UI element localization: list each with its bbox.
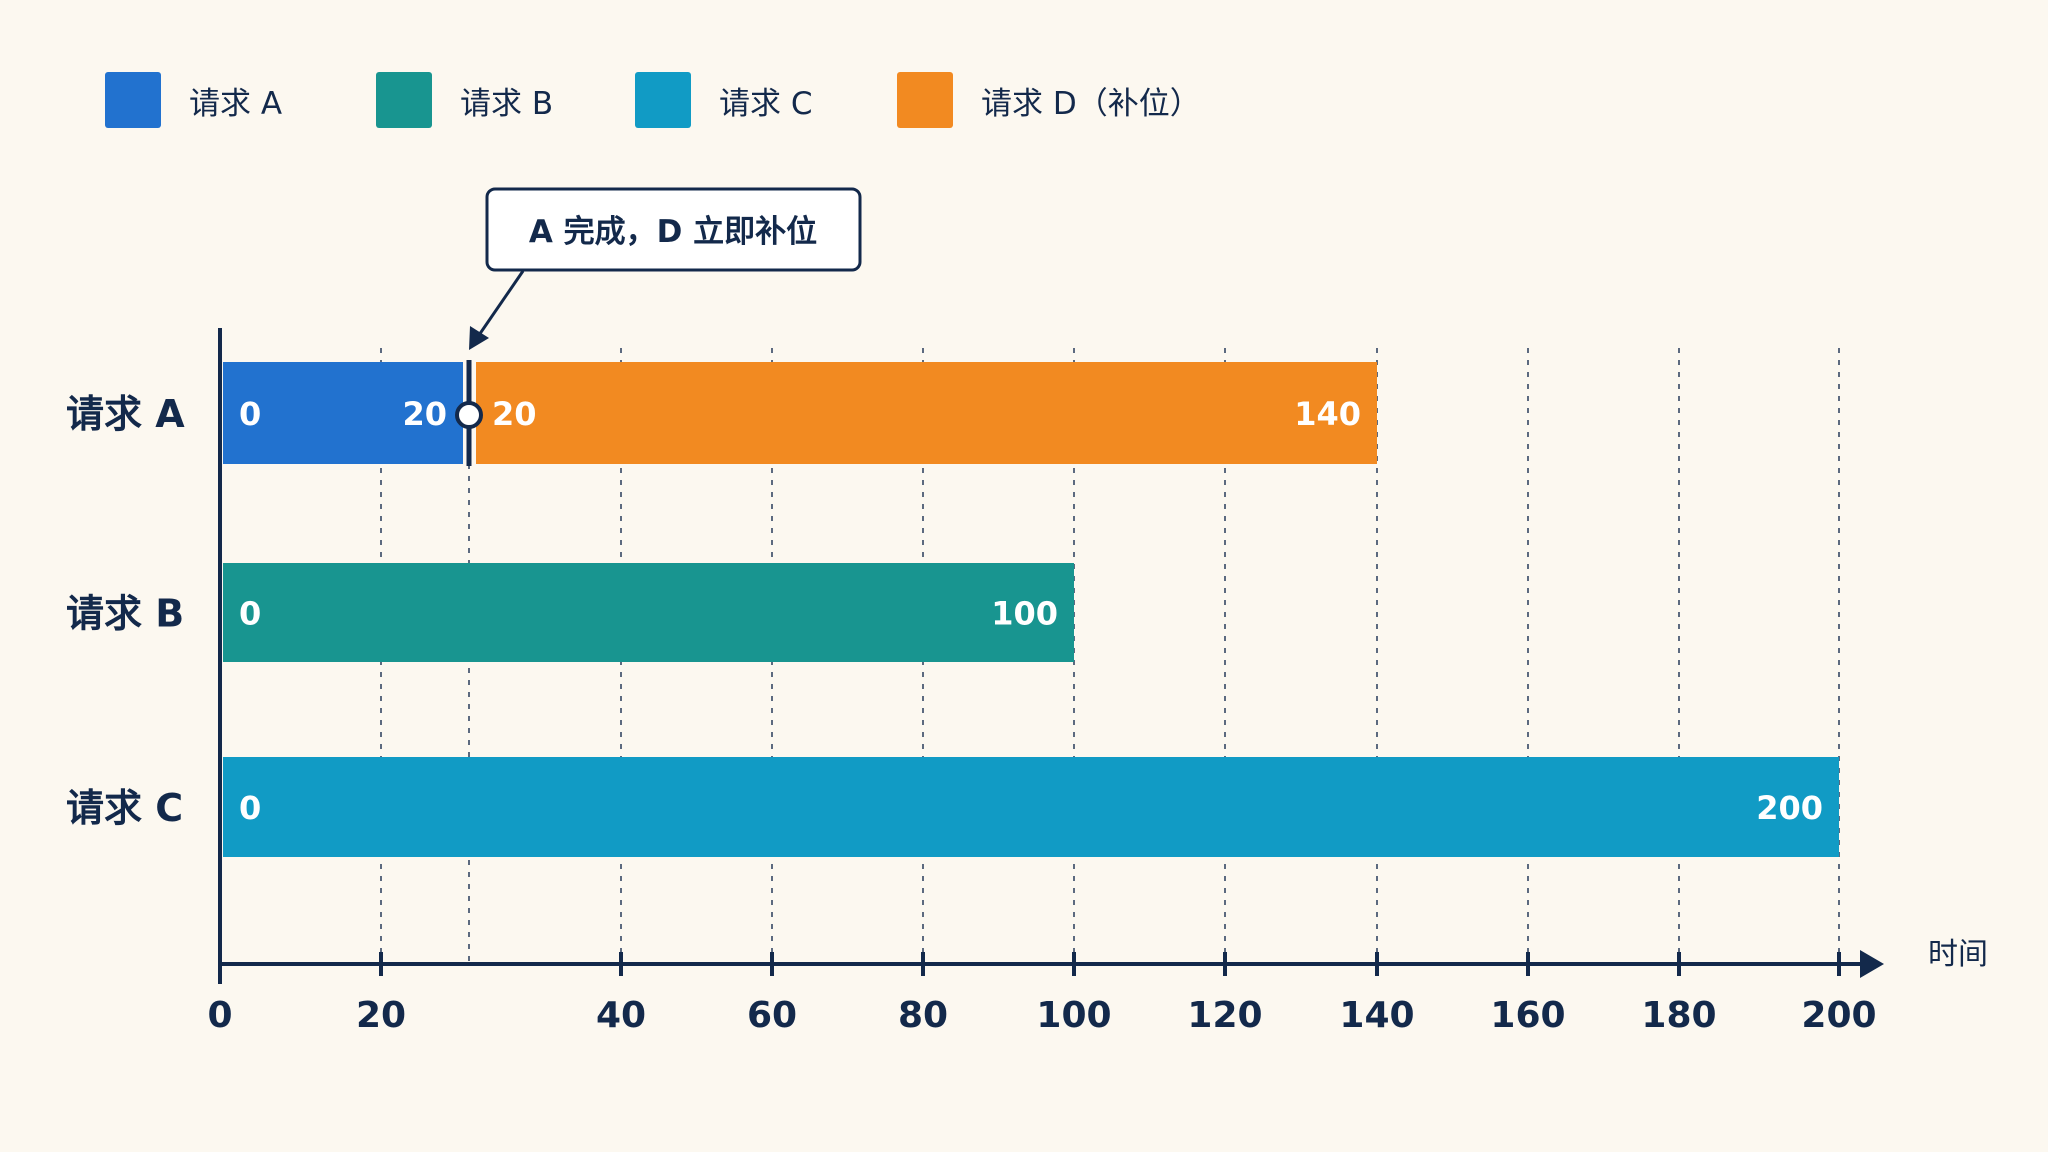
- callout-box: [485, 187, 862, 272]
- legend-label-request-c: 请求 C: [719, 85, 813, 122]
- legend-swatch-request-d: [897, 72, 953, 128]
- x-tick-label-140: 140: [1339, 995, 1414, 1036]
- annotation-layer: A 完成，D 立即补位: [455, 187, 862, 466]
- bar-segment-3: [223, 563, 1074, 662]
- x-tick-label-0: 0: [207, 995, 232, 1036]
- bar-segment-2: [476, 362, 1377, 464]
- bar-start-label-2: 20: [492, 395, 537, 433]
- x-tick-label-120: 120: [1187, 995, 1262, 1036]
- bar-end-label-2: 140: [1294, 395, 1361, 433]
- bar-layer: 0 20 20 140 0 100 0 200: [223, 362, 1839, 857]
- x-tick-label-20: 20: [356, 995, 406, 1036]
- x-tick-label-80: 80: [898, 995, 948, 1036]
- x-tick-label-40: 40: [596, 995, 646, 1036]
- legend-label-request-d: 请求 D（补位）: [981, 85, 1201, 122]
- row-label-2: 请求 B: [66, 592, 184, 636]
- bar-segment-4: [223, 757, 1839, 857]
- callout-arrow-head: [469, 326, 489, 350]
- bar-end-label-1: 20: [402, 395, 447, 433]
- legend-item-request-c: 请求 C: [635, 72, 813, 128]
- row-label-3: 请求 C: [66, 786, 183, 830]
- legend-swatch-request-b: [376, 72, 432, 128]
- legend-swatch-request-c: [635, 72, 691, 128]
- bar-end-label-3: 100: [991, 595, 1058, 633]
- legend-item-request-a: 请求 A: [105, 72, 282, 128]
- callout-text: A 完成，D 立即补位: [529, 214, 817, 250]
- bar-segment-1: [223, 362, 463, 464]
- x-tick-label-160: 160: [1490, 995, 1565, 1036]
- legend-label-request-b: 请求 B: [460, 85, 554, 122]
- legend-swatch-request-a: [105, 72, 161, 128]
- bar-start-label-1: 0: [239, 395, 261, 433]
- legend-item-request-b: 请求 B: [376, 72, 553, 128]
- bar-start-label-4: 0: [239, 789, 261, 827]
- bar-end-label-4: 200: [1756, 789, 1823, 827]
- x-tick-label-60: 60: [747, 995, 797, 1036]
- bar-start-label-3: 0: [239, 595, 261, 633]
- row-label-1: 请求 A: [66, 392, 185, 436]
- x-tick-label-100: 100: [1036, 995, 1111, 1036]
- legend-item-request-d: 请求 D（补位）: [897, 72, 1201, 128]
- x-axis-label: 时间: [1928, 937, 1988, 972]
- legend-label-request-a: 请求 A: [189, 85, 283, 122]
- x-tick-label-200: 200: [1801, 995, 1876, 1036]
- boundary-marker-circle: [455, 401, 483, 429]
- x-axis-arrow: [1860, 950, 1884, 978]
- x-tick-label-180: 180: [1641, 995, 1716, 1036]
- callout-arrow-line: [475, 270, 525, 339]
